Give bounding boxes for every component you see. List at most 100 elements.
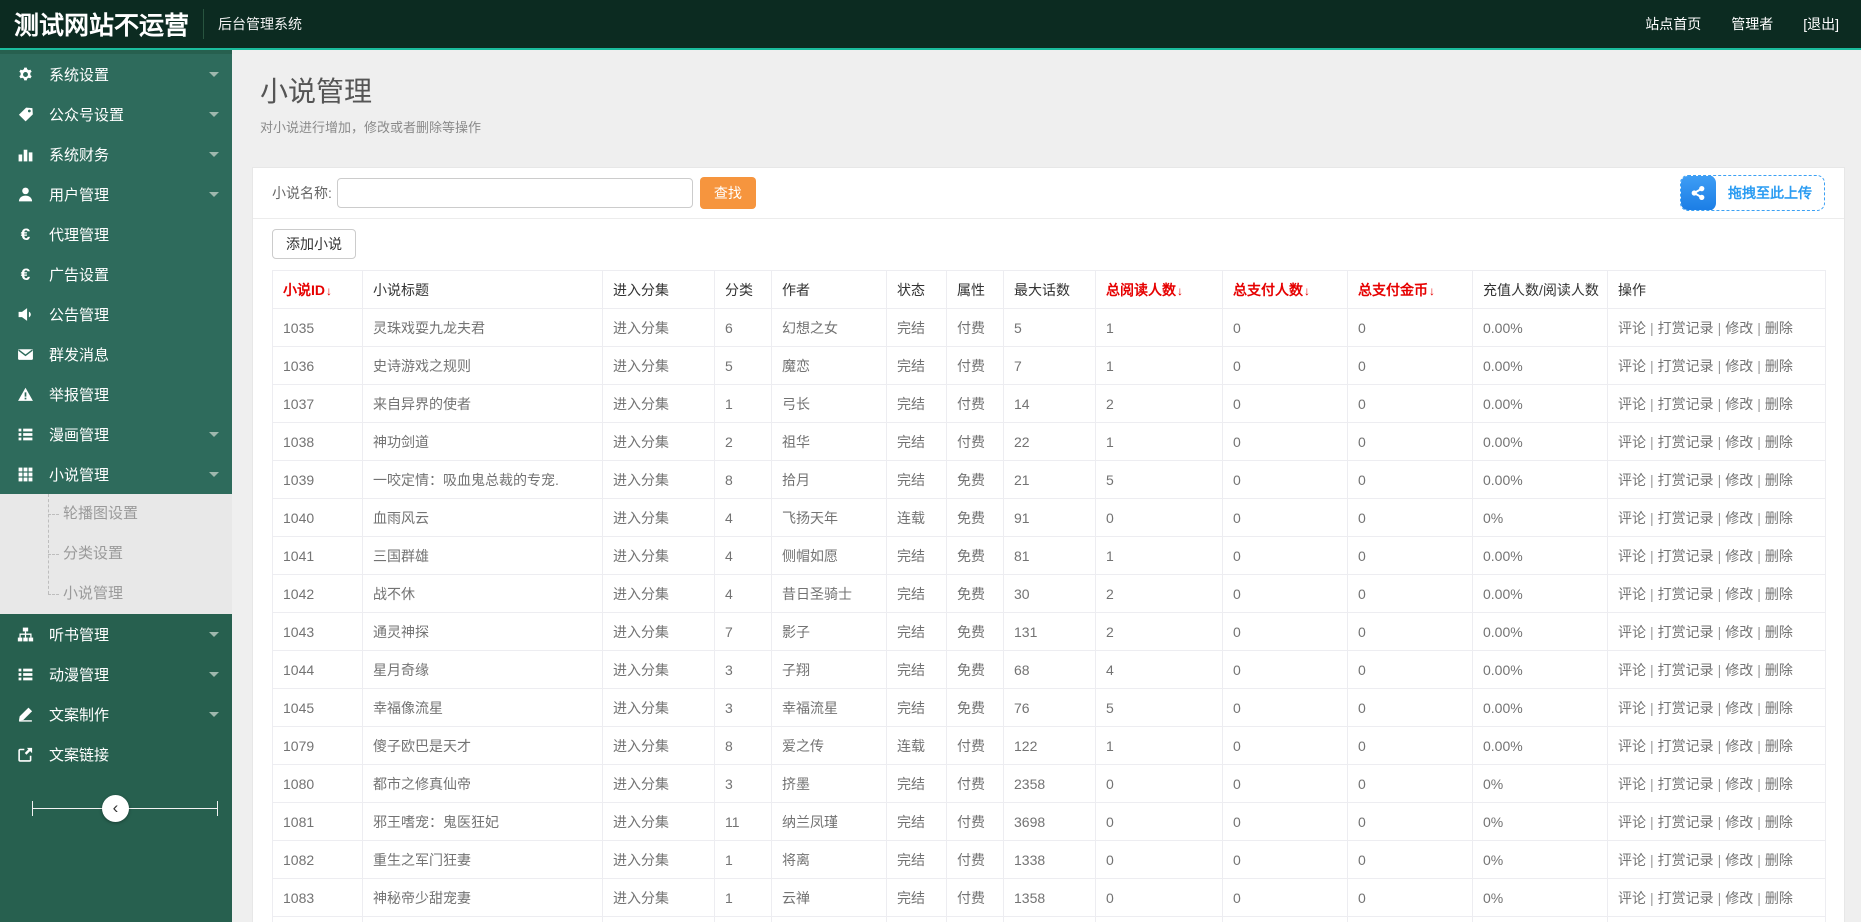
- action-comment[interactable]: 评论: [1618, 357, 1646, 374]
- action-reward-record[interactable]: 打赏记录: [1657, 699, 1714, 716]
- action-delete[interactable]: 删除: [1764, 319, 1793, 336]
- action-comment[interactable]: 评论: [1618, 547, 1646, 564]
- cell-enter-episodes[interactable]: 进入分集: [602, 840, 715, 879]
- action-comment[interactable]: 评论: [1618, 889, 1646, 906]
- action-delete[interactable]: 删除: [1764, 851, 1793, 868]
- action-comment[interactable]: 评论: [1618, 509, 1646, 526]
- nav-admin-user[interactable]: 管理者: [1731, 16, 1774, 32]
- action-edit[interactable]: 修改: [1725, 471, 1754, 488]
- action-reward-record[interactable]: 打赏记录: [1657, 509, 1714, 526]
- action-reward-record[interactable]: 打赏记录: [1657, 547, 1714, 564]
- action-edit[interactable]: 修改: [1725, 775, 1754, 792]
- cell-enter-episodes[interactable]: 进入分集: [602, 612, 715, 651]
- sidebar-item-copywriting-link[interactable]: 文案链接: [0, 734, 232, 774]
- add-novel-button[interactable]: 添加小说: [272, 229, 356, 259]
- action-comment[interactable]: 评论: [1618, 661, 1646, 678]
- sidebar-item-novel-management[interactable]: 小说管理: [0, 454, 232, 494]
- action-edit[interactable]: 修改: [1725, 395, 1754, 412]
- action-delete[interactable]: 删除: [1764, 623, 1793, 640]
- action-comment[interactable]: 评论: [1618, 737, 1646, 754]
- action-edit[interactable]: 修改: [1725, 623, 1754, 640]
- nav-site-home[interactable]: 站点首页: [1645, 16, 1702, 32]
- action-comment[interactable]: 评论: [1618, 433, 1646, 450]
- action-reward-record[interactable]: 打赏记录: [1657, 661, 1714, 678]
- action-edit[interactable]: 修改: [1725, 661, 1754, 678]
- novel-name-input[interactable]: [336, 178, 693, 208]
- action-edit[interactable]: 修改: [1725, 433, 1754, 450]
- sidebar-subitem-carousel-settings[interactable]: 轮播图设置: [0, 494, 232, 534]
- action-reward-record[interactable]: 打赏记录: [1657, 471, 1714, 488]
- cell-enter-episodes[interactable]: 进入分集: [602, 308, 715, 347]
- action-reward-record[interactable]: 打赏记录: [1657, 319, 1714, 336]
- sidebar-item-ad-settings[interactable]: € 广告设置: [0, 254, 232, 294]
- action-delete[interactable]: 删除: [1764, 395, 1793, 412]
- collapse-knob-icon[interactable]: ‹: [102, 795, 129, 822]
- action-reward-record[interactable]: 打赏记录: [1657, 851, 1714, 868]
- action-reward-record[interactable]: 打赏记录: [1657, 737, 1714, 754]
- cell-enter-episodes[interactable]: 进入分集: [602, 650, 715, 689]
- column-header-novel-id[interactable]: 小说ID↓: [272, 270, 363, 309]
- action-reward-record[interactable]: 打赏记录: [1657, 889, 1714, 906]
- action-reward-record[interactable]: 打赏记录: [1657, 433, 1714, 450]
- sidebar-item-mass-message[interactable]: 群发消息: [0, 334, 232, 374]
- action-delete[interactable]: 删除: [1764, 775, 1793, 792]
- action-delete[interactable]: 删除: [1764, 471, 1793, 488]
- sidebar-item-system-settings[interactable]: 系统设置: [0, 54, 232, 94]
- action-delete[interactable]: 删除: [1764, 889, 1793, 906]
- action-delete[interactable]: 删除: [1764, 737, 1793, 754]
- action-reward-record[interactable]: 打赏记录: [1657, 775, 1714, 792]
- cell-enter-episodes[interactable]: 进入分集: [602, 460, 715, 499]
- action-reward-record[interactable]: 打赏记录: [1657, 585, 1714, 602]
- sidebar-item-announcement[interactable]: 公告管理: [0, 294, 232, 334]
- action-delete[interactable]: 删除: [1764, 509, 1793, 526]
- sidebar-item-official-account[interactable]: 公众号设置: [0, 94, 232, 134]
- sidebar-subitem-novel-management-sub[interactable]: 小说管理: [0, 574, 232, 614]
- action-edit[interactable]: 修改: [1725, 319, 1754, 336]
- sidebar-item-user-management[interactable]: 用户管理: [0, 174, 232, 214]
- upload-button[interactable]: 拖拽至此上传: [1680, 175, 1825, 211]
- cell-enter-episodes[interactable]: 进入分集: [602, 688, 715, 727]
- search-button[interactable]: 查找: [699, 177, 756, 209]
- action-delete[interactable]: 删除: [1764, 661, 1793, 678]
- column-header-total-readers[interactable]: 总阅读人数↓: [1095, 270, 1223, 309]
- cell-enter-episodes[interactable]: 进入分集: [602, 422, 715, 461]
- cell-enter-episodes[interactable]: 进入分集: [602, 726, 715, 765]
- action-comment[interactable]: 评论: [1618, 851, 1646, 868]
- action-delete[interactable]: 删除: [1764, 699, 1793, 716]
- cell-enter-episodes[interactable]: 进入分集: [602, 764, 715, 803]
- cell-enter-episodes[interactable]: 进入分集: [602, 346, 715, 385]
- action-delete[interactable]: 删除: [1764, 433, 1793, 450]
- sidebar-subitem-category-settings[interactable]: 分类设置: [0, 534, 232, 574]
- action-delete[interactable]: 删除: [1764, 813, 1793, 830]
- cell-enter-episodes[interactable]: 进入分集: [602, 802, 715, 841]
- action-edit[interactable]: 修改: [1725, 357, 1754, 374]
- action-edit[interactable]: 修改: [1725, 813, 1754, 830]
- action-reward-record[interactable]: 打赏记录: [1657, 395, 1714, 412]
- action-comment[interactable]: 评论: [1618, 813, 1646, 830]
- sidebar-item-copywriting-make[interactable]: 文案制作: [0, 694, 232, 734]
- cell-enter-episodes[interactable]: 进入分集: [602, 536, 715, 575]
- action-edit[interactable]: 修改: [1725, 889, 1754, 906]
- sidebar-item-comic-management[interactable]: 漫画管理: [0, 414, 232, 454]
- sidebar-collapse-slider[interactable]: ‹: [0, 788, 232, 830]
- action-edit[interactable]: 修改: [1725, 737, 1754, 754]
- action-reward-record[interactable]: 打赏记录: [1657, 813, 1714, 830]
- action-edit[interactable]: 修改: [1725, 547, 1754, 564]
- sidebar-item-anime-management[interactable]: 动漫管理: [0, 654, 232, 694]
- cell-enter-episodes[interactable]: 进入分集: [602, 878, 715, 917]
- action-edit[interactable]: 修改: [1725, 509, 1754, 526]
- action-delete[interactable]: 删除: [1764, 547, 1793, 564]
- action-comment[interactable]: 评论: [1618, 585, 1646, 602]
- action-delete[interactable]: 删除: [1764, 357, 1793, 374]
- action-comment[interactable]: 评论: [1618, 699, 1646, 716]
- action-reward-record[interactable]: 打赏记录: [1657, 623, 1714, 640]
- cell-enter-episodes[interactable]: 进入分集: [602, 574, 715, 613]
- sidebar-item-audiobook-management[interactable]: 听书管理: [0, 614, 232, 654]
- column-header-total-payers[interactable]: 总支付人数↓: [1222, 270, 1348, 309]
- nav-logout[interactable]: [退出]: [1803, 16, 1839, 32]
- cell-enter-episodes[interactable]: 进入分集: [602, 498, 715, 537]
- action-edit[interactable]: 修改: [1725, 851, 1754, 868]
- action-comment[interactable]: 评论: [1618, 471, 1646, 488]
- cell-enter-episodes[interactable]: 进入分集: [602, 384, 715, 423]
- action-edit[interactable]: 修改: [1725, 585, 1754, 602]
